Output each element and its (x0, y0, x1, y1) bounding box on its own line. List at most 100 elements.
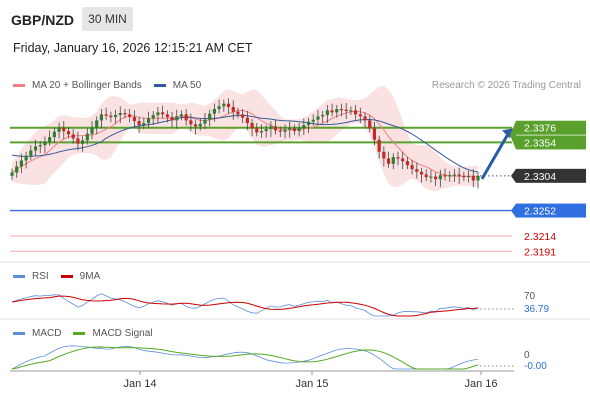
bollinger-band-fill (12, 86, 478, 192)
candle (151, 111, 155, 126)
candle (203, 113, 207, 130)
candle-body (184, 114, 188, 121)
candle-body (443, 175, 447, 177)
candle (250, 119, 254, 137)
candle-body (354, 110, 358, 115)
candle (372, 121, 377, 146)
forecast-arrow (480, 128, 513, 180)
candle (198, 118, 202, 131)
candle (321, 111, 325, 124)
candle-body (245, 117, 249, 124)
candle-body (57, 127, 61, 132)
candle (132, 110, 136, 128)
candle (466, 170, 471, 183)
candle (419, 167, 424, 183)
candle (184, 109, 188, 126)
candle (109, 111, 113, 123)
candle-body (344, 109, 348, 112)
candle-body (386, 158, 391, 164)
candle-body (198, 123, 202, 127)
candle-body (175, 116, 179, 121)
level-label-box-0 (516, 120, 586, 135)
candle (358, 107, 362, 124)
candle-body (109, 115, 113, 118)
candle (424, 169, 428, 182)
candle-body (132, 117, 136, 122)
candle-body (85, 133, 89, 141)
candle (452, 169, 457, 182)
candle-body (471, 175, 475, 181)
candle (62, 121, 66, 140)
candle (259, 124, 264, 138)
candle (288, 121, 292, 138)
candle-body (189, 120, 193, 125)
candle-body (476, 175, 480, 181)
candle-body (259, 131, 264, 133)
level-label-0: 2.3376 (524, 123, 556, 135)
candle-body (434, 176, 438, 180)
candle (273, 119, 278, 135)
candle (264, 125, 268, 138)
copyright-label: Research © 2026 Trading Central (431, 80, 581, 91)
candle (438, 169, 442, 188)
candle (363, 112, 367, 129)
resistance-tab (510, 120, 516, 150)
forecast-arrow-head (502, 128, 513, 139)
candle (245, 111, 249, 130)
timeframe-button[interactable]: 30 MIN (82, 7, 133, 31)
candle-body (118, 113, 122, 116)
candle (24, 151, 28, 169)
time-label: Jan 14 (123, 378, 156, 390)
candle-body (99, 114, 104, 121)
bollinger-band (12, 86, 478, 192)
candle-body (429, 176, 433, 178)
candle (99, 109, 104, 129)
time-label: Jan 15 (295, 378, 328, 390)
candle-body (438, 175, 442, 180)
candle (193, 120, 198, 135)
candle-body (462, 175, 466, 178)
candle-body (321, 115, 325, 117)
candle (306, 117, 311, 134)
candle (344, 103, 348, 120)
level-labels: 2.3376 2.3354 2.3304 2.3252 2.3214 2.3191 (510, 120, 586, 258)
macd-swatch (13, 332, 25, 335)
candle-body (372, 128, 377, 140)
candle (462, 171, 466, 182)
candle (283, 124, 287, 139)
candle (391, 153, 395, 170)
candle-body (128, 114, 132, 118)
candle (368, 115, 372, 133)
candle (434, 172, 438, 186)
candle-body (10, 172, 14, 176)
candle-body (401, 158, 405, 162)
candle-body (377, 139, 381, 152)
candle (354, 105, 358, 120)
candle-body (142, 123, 146, 126)
candle (15, 161, 19, 178)
candle (222, 99, 226, 112)
candle (396, 151, 400, 166)
rsi-ma-legend-label: 9MA (79, 271, 101, 282)
candle-body (382, 151, 386, 159)
candle-body (52, 131, 56, 138)
candle-body (302, 125, 306, 129)
candle (457, 167, 461, 184)
candle-body (208, 113, 212, 120)
candle (146, 111, 151, 129)
candle-body (236, 111, 240, 115)
candle (302, 118, 306, 136)
candle (208, 109, 212, 127)
candle-body (457, 174, 461, 176)
moving-averages (11, 109, 479, 177)
time-axis: Jan 14 Jan 15 Jan 16 (0, 261, 590, 390)
ma20-legend-label: MA 20 + Bollinger Bands (32, 80, 142, 91)
candle-body (316, 116, 320, 120)
candle-body (146, 118, 151, 124)
macd-signal-line (11, 346, 479, 370)
main-legend: MA 20 + Bollinger Bands MA 50 (13, 80, 201, 91)
candle (443, 168, 447, 181)
candle (179, 110, 184, 121)
datetime-label: Friday, January 16, 2026 12:15:21 AM CET (13, 41, 253, 55)
candle-body (231, 107, 235, 112)
